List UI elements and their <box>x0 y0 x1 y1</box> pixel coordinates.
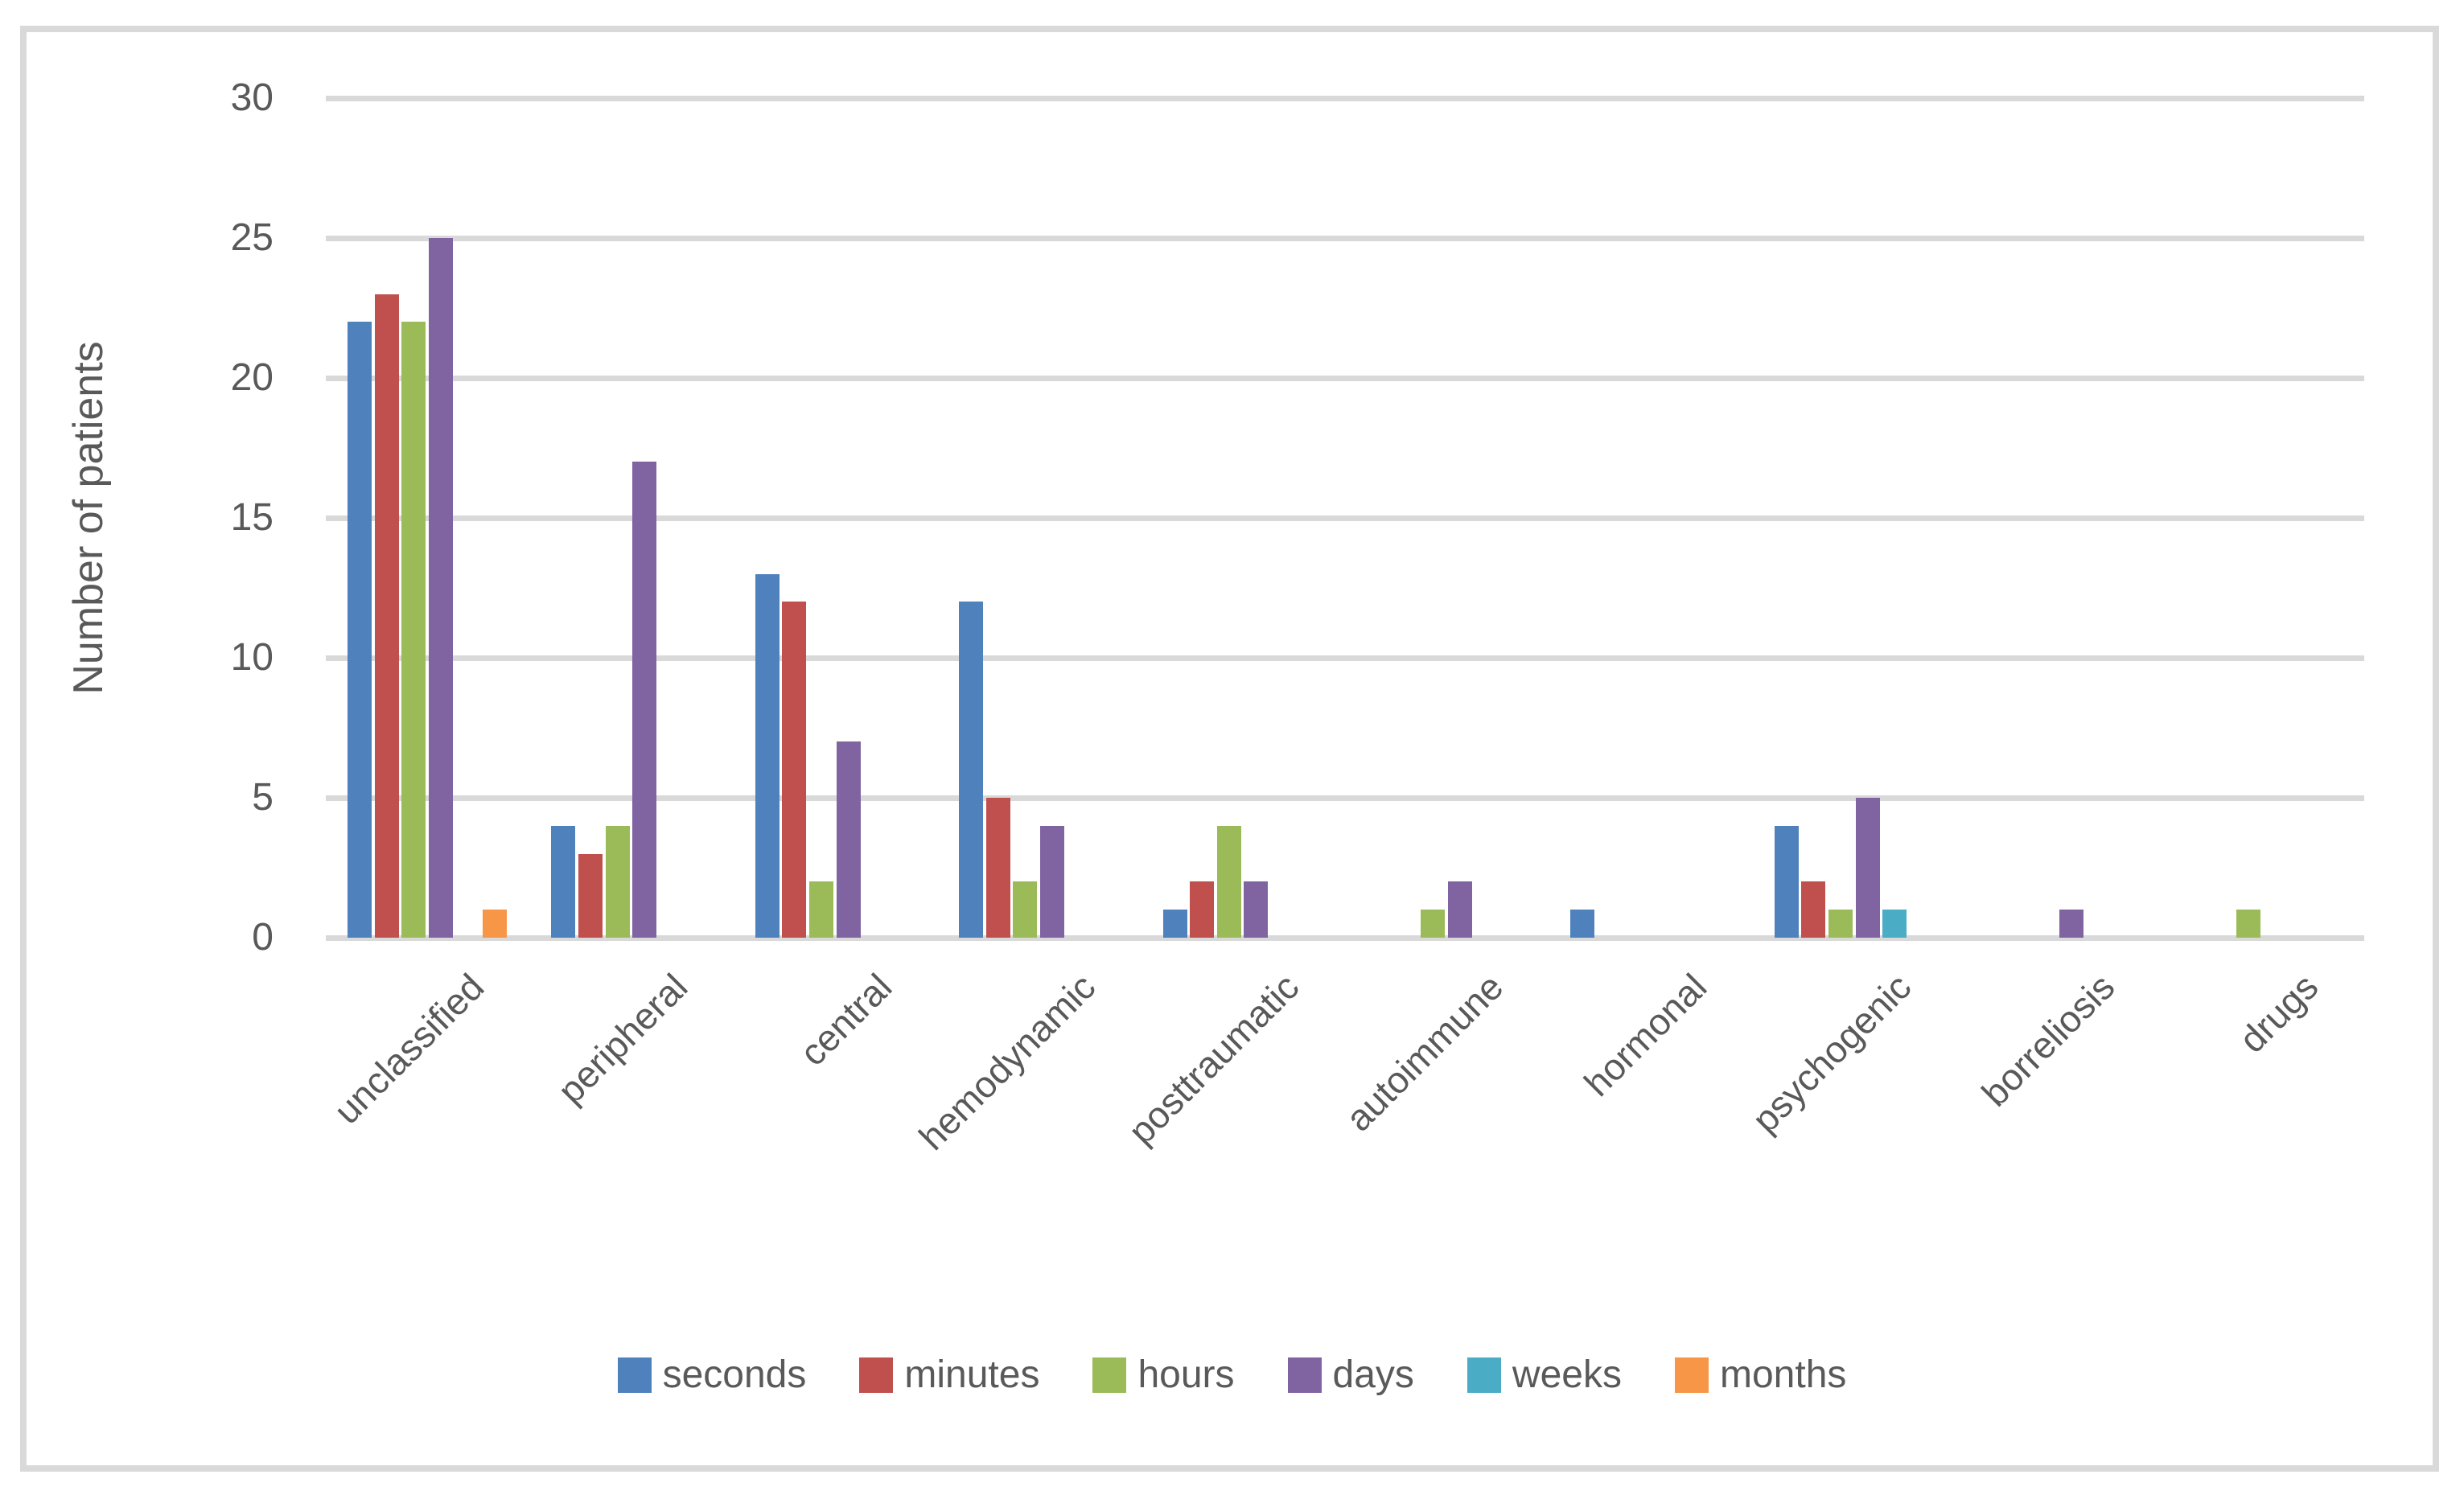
legend-swatch-seconds <box>617 1357 652 1393</box>
bar-seconds-posttraumatic <box>1162 910 1187 938</box>
bar-minutes-posttraumatic <box>1190 881 1215 938</box>
legend-item-hours: hours <box>1092 1353 1235 1397</box>
legend-label-seconds: seconds <box>662 1353 807 1396</box>
bar-days-central <box>836 741 861 938</box>
legend-item-minutes: minutes <box>859 1353 1039 1397</box>
legend-label-months: months <box>1719 1353 1847 1396</box>
bar-seconds-hormonal <box>1570 910 1595 938</box>
legend-item-days: days <box>1287 1353 1414 1397</box>
bar-minutes-central <box>782 602 807 938</box>
gridline-y-0 <box>326 934 2364 941</box>
bar-hours-drugs <box>2236 910 2260 938</box>
legend-label-minutes: minutes <box>904 1353 1040 1396</box>
bar-seconds-psychogenic <box>1774 825 1799 938</box>
legend-label-hours: hours <box>1137 1353 1235 1396</box>
gridline-y-20 <box>326 375 2364 381</box>
y-tick-label-20: 20 <box>230 356 274 399</box>
bar-days-peripheral <box>632 462 657 938</box>
gridline-y-10 <box>326 655 2364 661</box>
bar-minutes-unclassified <box>374 294 399 938</box>
bar-days-borreliosis <box>2059 910 2083 938</box>
bar-days-posttraumatic <box>1244 881 1269 938</box>
bar-hours-unclassified <box>401 322 426 938</box>
legend-swatch-weeks <box>1466 1357 1501 1393</box>
bar-weeks-psychogenic <box>1882 910 1907 938</box>
legend-label-weeks: weeks <box>1512 1353 1622 1396</box>
bar-minutes-peripheral <box>578 853 603 938</box>
bar-minutes-psychogenic <box>1801 881 1826 938</box>
bar-seconds-peripheral <box>551 825 576 938</box>
legend-swatch-hours <box>1092 1357 1127 1393</box>
y-tick-label-5: 5 <box>252 776 274 819</box>
legend-label-days: days <box>1332 1353 1414 1396</box>
legend-item-seconds: seconds <box>617 1353 807 1397</box>
bar-months-unclassified <box>483 910 507 938</box>
legend-swatch-minutes <box>859 1357 894 1393</box>
bar-days-hemodynamic <box>1040 825 1064 938</box>
y-tick-label-25: 25 <box>230 216 274 259</box>
plot-area <box>326 95 2364 941</box>
y-tick-label-0: 0 <box>252 916 274 959</box>
y-tick-label-10: 10 <box>230 636 274 679</box>
bar-seconds-hemodynamic <box>959 602 984 938</box>
bar-seconds-unclassified <box>348 322 372 938</box>
bar-days-psychogenic <box>1855 798 1880 938</box>
bar-days-autoimmune <box>1447 881 1472 938</box>
gridline-y-25 <box>326 235 2364 241</box>
bar-hours-psychogenic <box>1828 910 1853 938</box>
bar-hours-central <box>809 881 833 938</box>
legend-item-weeks: weeks <box>1466 1353 1622 1397</box>
gridline-y-30 <box>326 95 2364 101</box>
bar-hours-autoimmune <box>1421 910 1446 938</box>
legend-swatch-months <box>1674 1357 1709 1393</box>
y-tick-label-30: 30 <box>230 76 274 119</box>
bar-hours-peripheral <box>605 825 630 938</box>
bar-days-unclassified <box>428 238 453 938</box>
y-tick-label-15: 15 <box>230 496 274 539</box>
legend: seconds minutes hours days weeks months <box>0 1353 2464 1397</box>
bar-minutes-hemodynamic <box>985 798 1010 938</box>
bar-hours-posttraumatic <box>1216 825 1241 938</box>
gridline-y-15 <box>326 515 2364 521</box>
legend-item-months: months <box>1674 1353 1847 1397</box>
legend-swatch-days <box>1287 1357 1322 1393</box>
gridline-y-5 <box>326 795 2364 801</box>
bar-hours-hemodynamic <box>1013 881 1038 938</box>
bar-seconds-central <box>755 573 780 938</box>
